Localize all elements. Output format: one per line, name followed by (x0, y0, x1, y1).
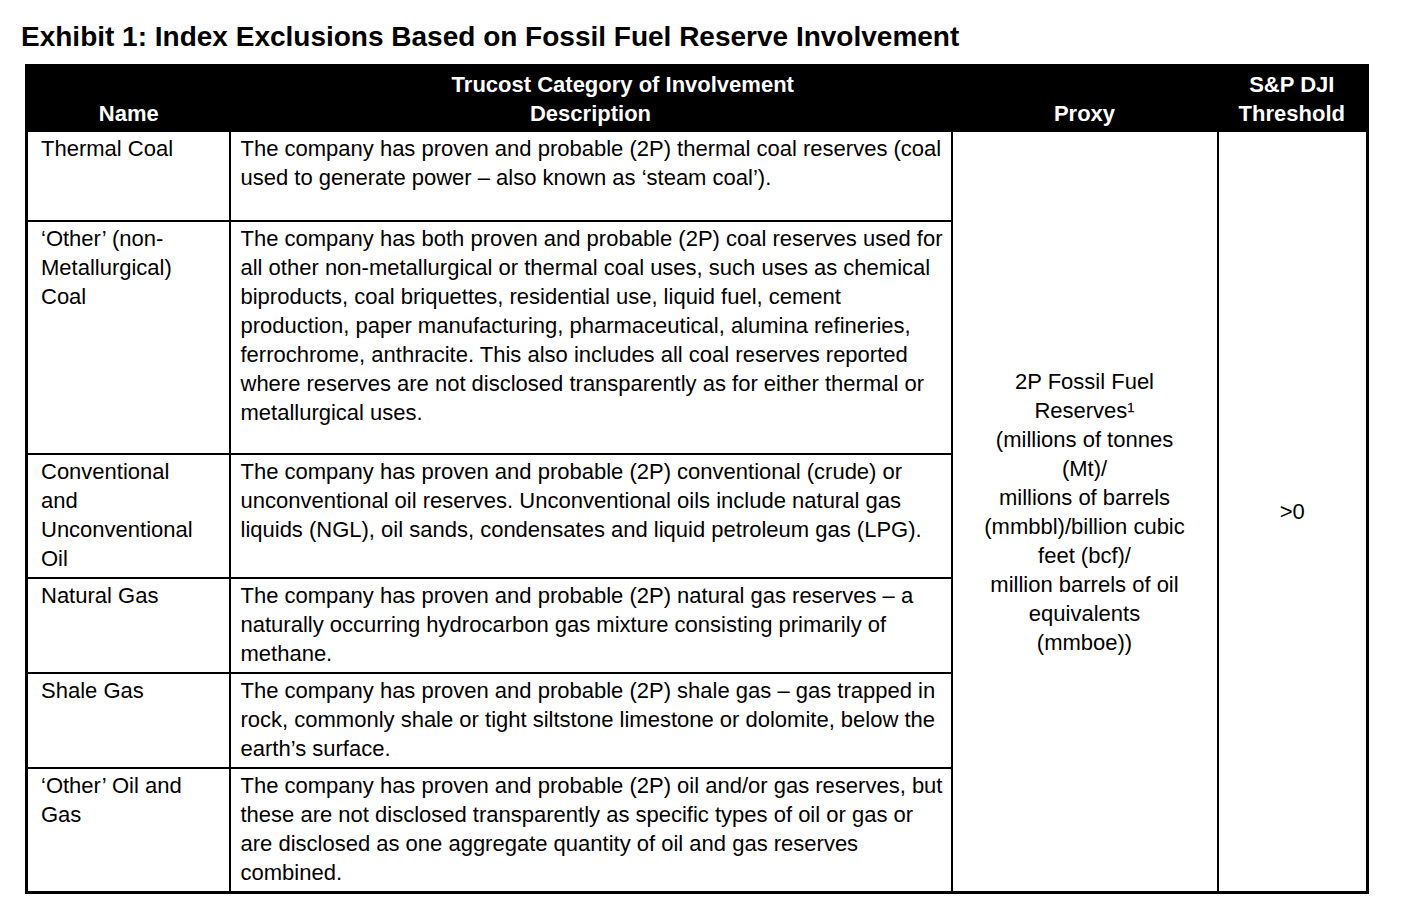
header-columns-row: Name Description Proxy Threshold (27, 99, 1368, 131)
row-description-cell: The company has proven and probable (2P)… (230, 768, 952, 893)
exhibit-title: Exhibit 1: Index Exclusions Based on Fos… (21, 20, 1405, 54)
row-description-cell: The company has proven and probable (2P)… (230, 131, 952, 221)
table-row-thermal-coal: Thermal Coal The company has proven and … (27, 131, 1368, 221)
row-description-cell: The company has proven and probable (2P)… (230, 454, 952, 578)
row-name-cell: ‘Other’ Oil and Gas (27, 768, 230, 893)
exclusions-table: Trucost Category of Involvement S&P DJI … (25, 64, 1369, 894)
header-group-row: Trucost Category of Involvement S&P DJI (27, 66, 1368, 100)
row-description-cell: The company has both proven and probable… (230, 221, 952, 454)
row-name-cell: Shale Gas (27, 673, 230, 768)
page: Exhibit 1: Index Exclusions Based on Fos… (0, 0, 1405, 912)
row-name-cell: ‘Other’ (non-Metallurgical) Coal (27, 221, 230, 454)
threshold-cell: >0 (1218, 131, 1368, 893)
row-description-cell: The company has proven and probable (2P)… (230, 673, 952, 768)
header-proxy: Proxy (952, 99, 1218, 131)
header-name: Name (27, 99, 230, 131)
row-description-cell: The company has proven and probable (2P)… (230, 578, 952, 673)
row-name-cell: Conventional and Unconventional Oil (27, 454, 230, 578)
row-name-cell: Natural Gas (27, 578, 230, 673)
header-sp-dji: S&P DJI (1218, 66, 1368, 100)
header-description: Description (230, 99, 952, 131)
header-threshold: Threshold (1218, 99, 1368, 131)
table-header: Trucost Category of Involvement S&P DJI … (27, 66, 1368, 132)
table-body: Thermal Coal The company has proven and … (27, 131, 1368, 893)
row-name-cell: Thermal Coal (27, 131, 230, 221)
header-trucost-category: Trucost Category of Involvement (27, 66, 1218, 100)
proxy-cell: 2P Fossil Fuel Reserves¹ (millions of to… (952, 131, 1218, 893)
